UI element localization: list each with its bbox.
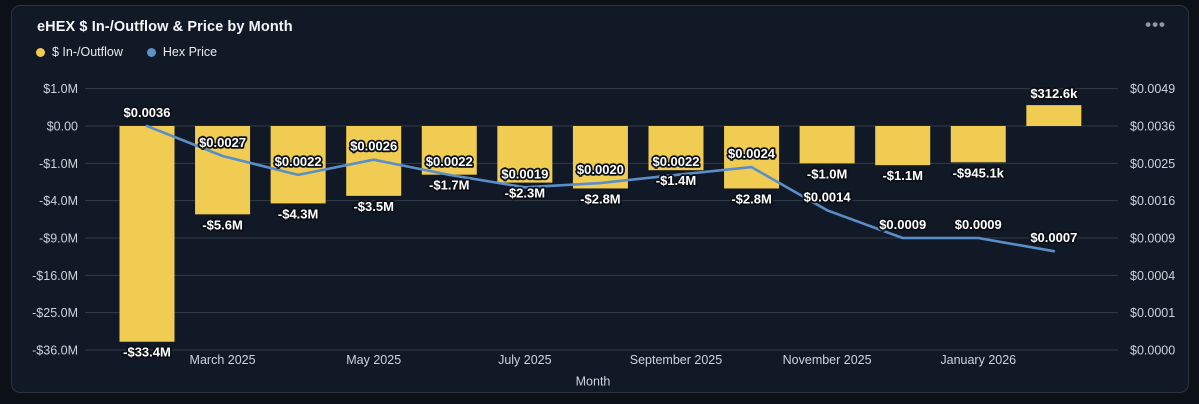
bar-value-label: -$1.1M bbox=[882, 168, 922, 183]
legend-item-hex-price[interactable]: Hex Price bbox=[146, 45, 218, 59]
x-axis-tick: September 2025 bbox=[630, 353, 722, 367]
bar-february-2026[interactable] bbox=[1026, 105, 1082, 126]
right-axis-tick: $0.0000 bbox=[1130, 344, 1175, 358]
bar-value-label: -$5.6M bbox=[202, 217, 242, 232]
left-axis-tick: $1.0M bbox=[43, 82, 78, 96]
price-value-label: $0.0024 bbox=[728, 146, 776, 161]
bar-july-2025[interactable] bbox=[497, 126, 553, 183]
right-axis-tick: $0.0001 bbox=[1130, 306, 1175, 320]
left-axis-tick: -$4.0M bbox=[39, 194, 78, 208]
bar-december-2025[interactable] bbox=[875, 126, 931, 166]
bar-value-label: -$945.1k bbox=[953, 165, 1005, 180]
left-axis-tick: $0.00 bbox=[47, 120, 78, 134]
legend-item-inflow-outflow[interactable]: $ In-/Outflow bbox=[36, 45, 123, 59]
inflow-outflow-dot-icon bbox=[36, 47, 45, 57]
price-value-label: $0.0022 bbox=[426, 154, 473, 169]
bar-august-2025[interactable] bbox=[572, 126, 628, 189]
hex-price-line[interactable] bbox=[145, 124, 1056, 253]
bar-value-label: -$33.4M bbox=[123, 345, 171, 360]
price-value-label: $0.0022 bbox=[652, 154, 699, 169]
bar-april-2025[interactable] bbox=[270, 126, 326, 204]
legend-label-inflow-outflow: $ In-/Outflow bbox=[52, 45, 123, 59]
x-axis-tick: May 2025 bbox=[346, 353, 401, 367]
bar-march-2025[interactable] bbox=[195, 126, 251, 215]
legend-label-hex-price: Hex Price bbox=[162, 45, 218, 59]
bar-value-label: -$1.4M bbox=[656, 173, 696, 188]
price-value-label: $0.0009 bbox=[879, 217, 926, 232]
bar-value-label: -$3.5M bbox=[353, 199, 393, 214]
x-axis-tick: November 2025 bbox=[783, 353, 872, 367]
x-axis-tick: July 2025 bbox=[498, 353, 552, 367]
hex-price-dot-icon bbox=[146, 47, 156, 57]
price-value-label: $0.0036 bbox=[124, 105, 171, 120]
right-axis-tick: $0.0049 bbox=[1130, 82, 1175, 96]
price-value-label: $0.0007 bbox=[1030, 230, 1077, 245]
left-axis-tick: -$25.0M bbox=[32, 306, 78, 320]
chart-legend: $ In-/Outflow Hex Price bbox=[36, 45, 217, 59]
price-value-label: $0.0009 bbox=[955, 217, 1002, 232]
bar-value-label: -$1.7M bbox=[429, 178, 469, 193]
left-axis-tick: -$1.0M bbox=[39, 157, 78, 171]
bar-value-label: -$2.8M bbox=[580, 191, 620, 206]
bar-june-2025[interactable] bbox=[421, 126, 477, 175]
x-axis-tick: March 2025 bbox=[190, 353, 256, 367]
price-value-label: $0.0026 bbox=[350, 139, 397, 154]
bar-value-label: -$1.0M bbox=[807, 166, 847, 181]
x-axis-title: Month bbox=[576, 375, 611, 389]
bar-january-2026[interactable] bbox=[950, 126, 1006, 163]
price-value-label: $0.0027 bbox=[199, 135, 246, 150]
right-axis-tick: $0.0004 bbox=[1130, 269, 1175, 283]
bar-value-label: $312.6k bbox=[1030, 86, 1078, 101]
bar-value-label: -$2.8M bbox=[731, 191, 771, 206]
bar-february-2025[interactable] bbox=[119, 126, 175, 342]
left-axis-tick: -$36.0M bbox=[32, 343, 78, 357]
price-value-label: $0.0020 bbox=[577, 162, 624, 177]
bar-september-2025[interactable] bbox=[648, 126, 704, 171]
right-axis-tick: $0.0016 bbox=[1130, 194, 1175, 208]
bar-value-label: -$2.3M bbox=[505, 186, 545, 201]
x-axis-tick: January 2026 bbox=[940, 353, 1016, 367]
price-value-label: $0.0019 bbox=[501, 166, 548, 181]
bar-november-2025[interactable] bbox=[799, 126, 855, 164]
ellipsis-menu-icon[interactable]: ••• bbox=[1145, 15, 1166, 34]
left-axis-tick: -$16.0M bbox=[32, 269, 78, 283]
bar-value-label: -$4.3M bbox=[278, 206, 318, 221]
right-axis-tick: $0.0025 bbox=[1130, 157, 1175, 171]
right-axis-tick: $0.0036 bbox=[1130, 120, 1175, 134]
price-value-label: $0.0022 bbox=[275, 154, 322, 169]
chart-card: eHEX $ In-/Outflow & Price by Month ••• … bbox=[11, 5, 1189, 393]
left-axis-tick: -$9.0M bbox=[39, 231, 78, 245]
chart-title: eHEX $ In-/Outflow & Price by Month bbox=[37, 19, 293, 35]
right-axis-tick: $0.0009 bbox=[1130, 232, 1175, 246]
price-value-label: $0.0014 bbox=[804, 189, 852, 204]
